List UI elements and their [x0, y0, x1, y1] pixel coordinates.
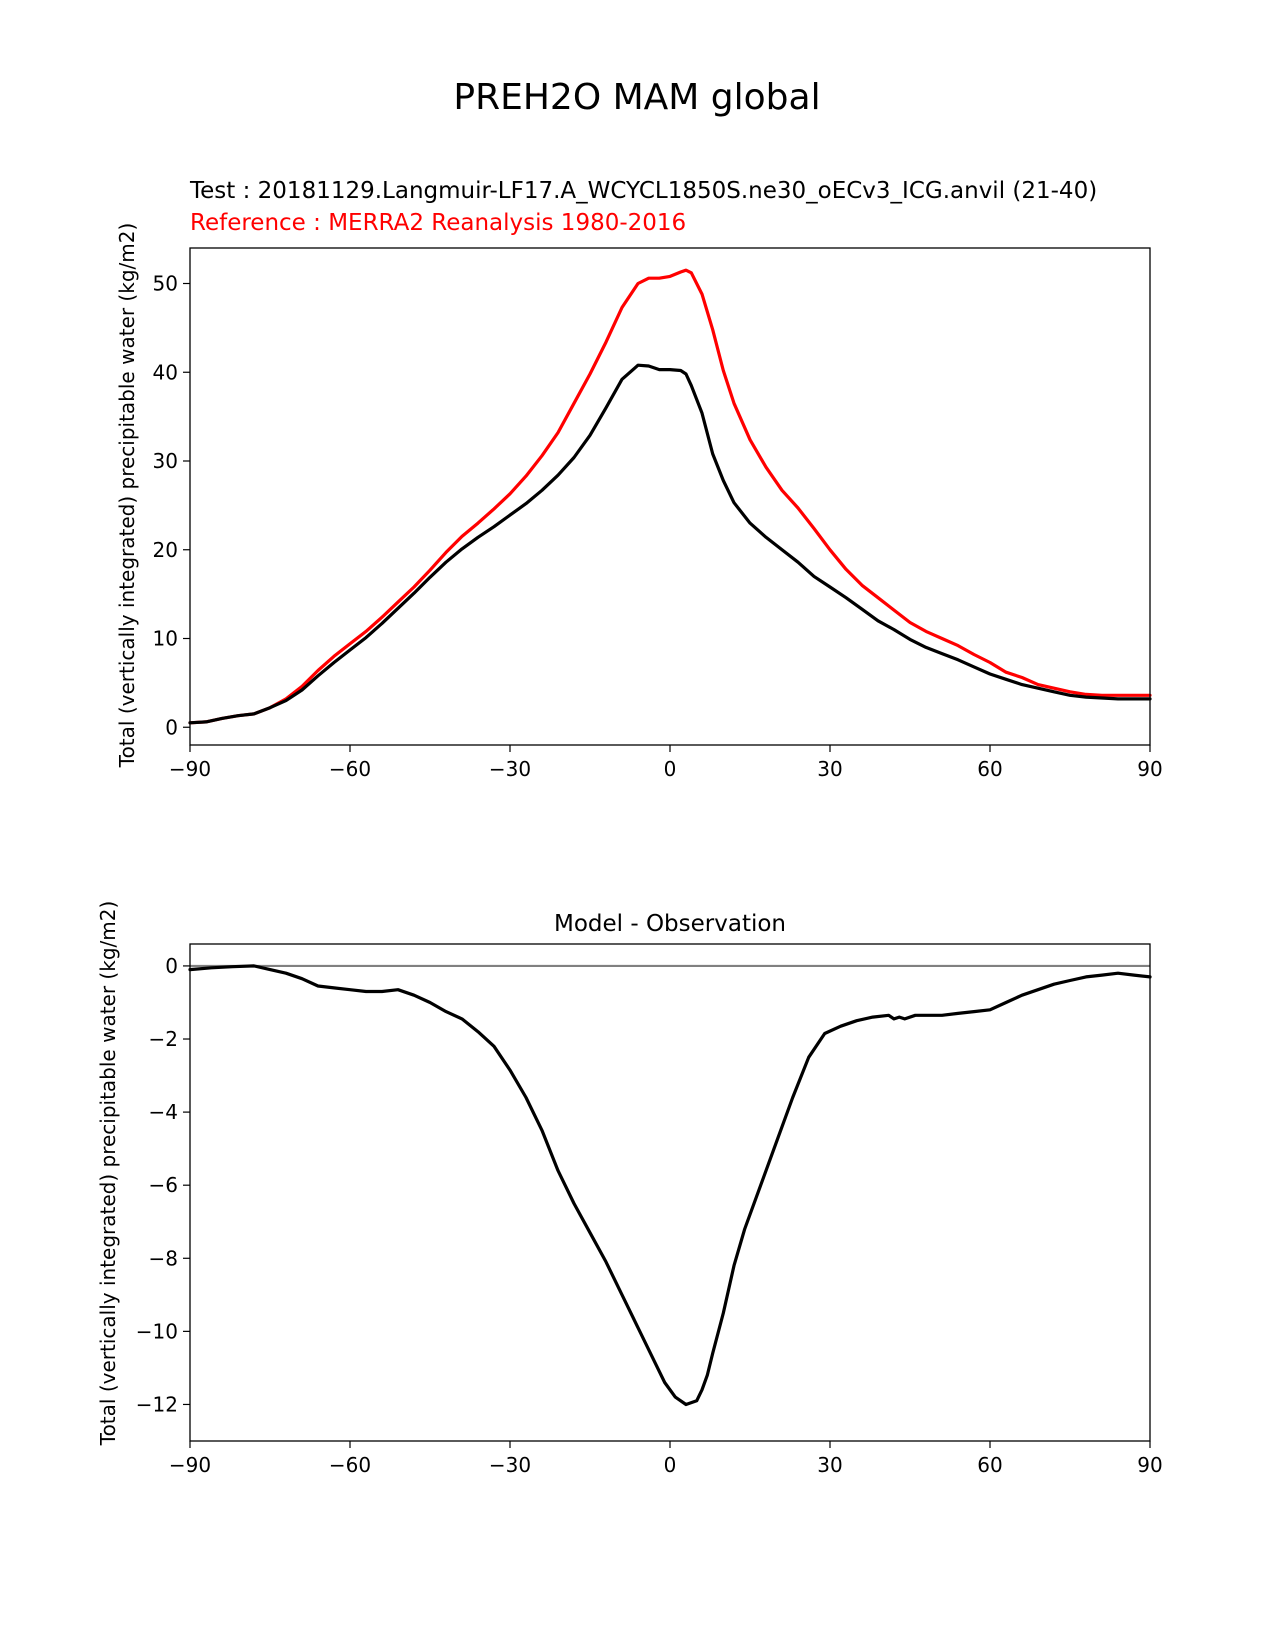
bottom-series-group — [188, 964, 1152, 1407]
bottom-y-tick-label: −8 — [149, 1246, 178, 1270]
bottom-y-tick-label: −4 — [149, 1100, 178, 1124]
bottom-axes: −90 −60 −30 0 30 60 90 0 −2 −4 −6 −8 −10 −12 — [136, 954, 1163, 1477]
bottom-axes-frame — [189, 943, 1151, 1442]
top-y-tick-label: 50 — [153, 272, 178, 296]
top-axes-frame — [189, 247, 1151, 746]
bottom-x-tick-label: 90 — [1137, 1453, 1162, 1477]
bottom-y-tick-label: −12 — [136, 1392, 178, 1416]
top-axes: −90 −60 −30 0 30 60 90 0 10 20 30 40 50 — [153, 272, 1163, 782]
top-series-test — [188, 363, 1152, 725]
top-series-reference — [188, 268, 1152, 725]
top-y-tick-label: 0 — [165, 715, 178, 739]
test-title: Test : 20181129.Langmuir-LF17.A_WCYCL185… — [189, 178, 1097, 204]
bottom-y-axis-label: Total (vertically integrated) precipitab… — [96, 901, 120, 1447]
top-x-tick-label: 30 — [817, 757, 842, 781]
top-series-group — [188, 268, 1152, 725]
top-x-tick-label: −60 — [329, 757, 371, 781]
bottom-series-model-observation — [188, 964, 1152, 1407]
top-x-tick-label: 90 — [1137, 757, 1162, 781]
top-x-tick-label: −90 — [169, 757, 211, 781]
bottom-panel: Model - Observation Total (vertically in… — [96, 901, 1163, 1477]
bottom-x-tick-label: 0 — [664, 1453, 677, 1477]
bottom-x-tick-label: −90 — [169, 1453, 211, 1477]
reference-title: Reference : MERRA2 Reanalysis 1980-2016 — [190, 210, 686, 236]
bottom-x-tick-label: 60 — [977, 1453, 1002, 1477]
difference-title: Model - Observation — [554, 911, 786, 937]
top-x-tick-label: 0 — [664, 757, 677, 781]
bottom-x-tick-label: −60 — [329, 1453, 371, 1477]
top-x-tick-label: −30 — [489, 757, 531, 781]
top-y-tick-label: 10 — [153, 627, 178, 651]
figure-title: PREH2O MAM global — [453, 77, 820, 118]
bottom-y-tick-label: −6 — [149, 1173, 178, 1197]
top-y-tick-label: 20 — [153, 538, 178, 562]
top-y-tick-label: 40 — [153, 360, 178, 384]
top-panel: Test : 20181129.Langmuir-LF17.A_WCYCL185… — [115, 178, 1163, 781]
bottom-y-tick-label: 0 — [165, 954, 178, 978]
bottom-y-tick-label: −10 — [136, 1319, 178, 1343]
top-x-tick-label: 60 — [977, 757, 1002, 781]
top-y-tick-label: 30 — [153, 449, 178, 473]
bottom-x-tick-label: −30 — [489, 1453, 531, 1477]
bottom-y-tick-label: −2 — [149, 1027, 178, 1051]
bottom-x-tick-label: 30 — [817, 1453, 842, 1477]
top-y-axis-label: Total (vertically integrated) precipitab… — [115, 223, 139, 769]
